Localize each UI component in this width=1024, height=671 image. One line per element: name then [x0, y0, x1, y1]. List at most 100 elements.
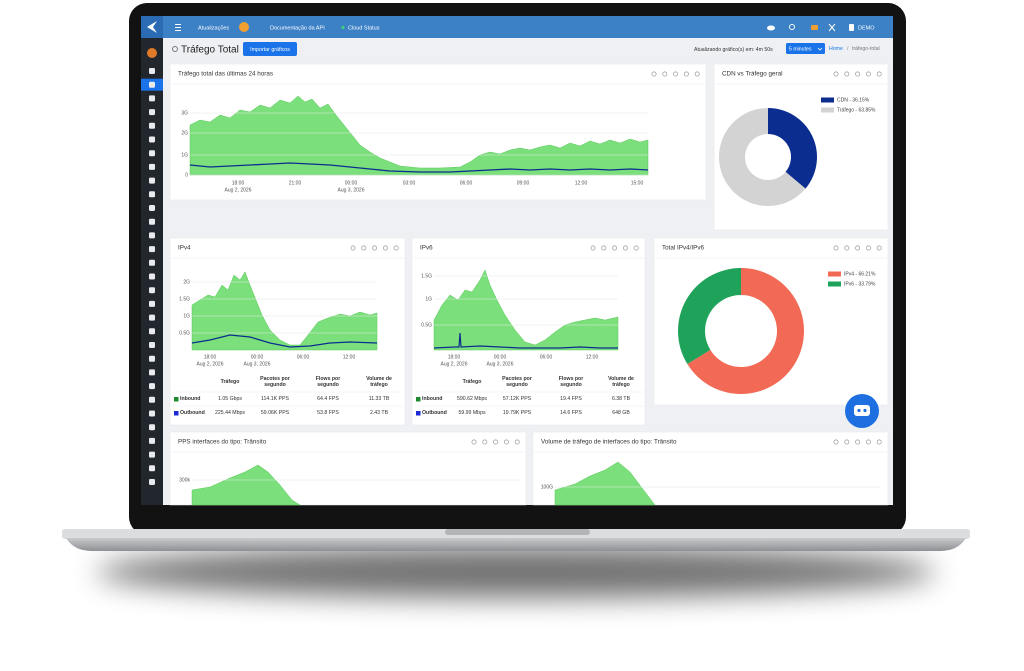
card-tool-icon[interactable]: [361, 245, 367, 251]
sidebar-icon[interactable]: [149, 259, 155, 266]
sidebar-icon[interactable]: [149, 81, 155, 88]
card-tool-icon[interactable]: [833, 71, 839, 77]
topbar-link[interactable]: Atualizações: [198, 25, 229, 31]
card-tool-icon[interactable]: [651, 71, 657, 77]
sidebar-icon[interactable]: [149, 163, 155, 170]
sidebar-icon[interactable]: [149, 328, 155, 335]
sidebar-icon[interactable]: [149, 136, 155, 143]
legend-label[interactable]: CDN - 36.15%: [837, 97, 870, 103]
card-tool-icon[interactable]: [876, 439, 882, 445]
y-tick-label: 3G: [181, 110, 188, 116]
legend-label[interactable]: IPv4 - 66.21%: [844, 271, 876, 277]
shadow: [96, 546, 936, 598]
card-tool-icon[interactable]: [865, 439, 871, 445]
sidebar-icon[interactable]: [149, 246, 155, 253]
y-tick-label: 2G: [181, 130, 188, 136]
card-title: IPv4: [178, 245, 191, 252]
card-tool-icon[interactable]: [833, 245, 839, 251]
sidebar-icon[interactable]: [149, 218, 155, 225]
donut-segment[interactable]: [719, 108, 806, 207]
chatbot-eye: [863, 408, 867, 413]
card-tool-icon[interactable]: [590, 245, 596, 251]
card-tool-icon[interactable]: [514, 439, 520, 445]
update-badge[interactable]: [239, 22, 249, 32]
sidebar-icon[interactable]: [149, 232, 155, 239]
card-tool-icon[interactable]: [876, 245, 882, 251]
card-tool-icon[interactable]: [393, 245, 399, 251]
card-tool-icon[interactable]: [855, 439, 861, 445]
card-tool-icon[interactable]: [382, 245, 388, 251]
sidebar-icon[interactable]: [149, 451, 155, 458]
sidebar-icon[interactable]: [149, 287, 155, 294]
topbar-icons[interactable]: [767, 23, 854, 32]
legend-label[interactable]: Tráfego - 63.85%: [837, 107, 876, 113]
sidebar-icon[interactable]: [149, 109, 155, 116]
donut-segment[interactable]: [678, 268, 741, 365]
sidebar-icon[interactable]: [149, 396, 155, 403]
sidebar-icon[interactable]: [149, 465, 155, 472]
card-tool-icon[interactable]: [471, 439, 477, 445]
card-tool-icon[interactable]: [876, 71, 882, 77]
sidebar-icon[interactable]: [149, 369, 155, 376]
topbar-link[interactable]: Documentação da API: [270, 25, 325, 31]
sidebar-icon[interactable]: [149, 314, 155, 321]
card-tool-icon[interactable]: [833, 439, 839, 445]
card-tool-icon[interactable]: [493, 439, 499, 445]
sidebar-icon[interactable]: [149, 355, 155, 362]
interval-select[interactable]: [786, 43, 825, 54]
sidebar-icon[interactable]: [149, 68, 155, 74]
card-tool-icon[interactable]: [482, 439, 488, 445]
card-tool-icon[interactable]: [503, 439, 509, 445]
sidebar-icon[interactable]: [149, 122, 155, 129]
x-tick-date: Aug 2, 2026: [441, 361, 468, 367]
sidebar-icon[interactable]: [149, 150, 155, 157]
legend-label[interactable]: IPv6 - 33.79%: [844, 281, 876, 287]
card-tool-icon[interactable]: [865, 71, 871, 77]
table-cell: 53.8 FPS: [317, 410, 339, 416]
sidebar-icon[interactable]: [149, 95, 155, 102]
card-tool-icon[interactable]: [662, 71, 668, 77]
card-tool-icon[interactable]: [844, 71, 850, 77]
sidebar-icon[interactable]: [149, 424, 155, 431]
breadcrumb-home[interactable]: Home: [829, 46, 843, 52]
y-tick-label: 1G: [425, 296, 432, 302]
sidebar-icon[interactable]: [149, 300, 155, 307]
sidebar: [141, 38, 163, 505]
table-cell: 2.43 TB: [369, 410, 389, 416]
sidebar-icon[interactable]: [149, 205, 155, 211]
card-tool-icon[interactable]: [865, 245, 871, 251]
sidebar-icon[interactable]: [149, 383, 155, 390]
laptop-notch: [445, 529, 590, 535]
sidebar-icon[interactable]: [149, 479, 155, 485]
card-tool-icon[interactable]: [612, 245, 618, 251]
sidebar-icon[interactable]: [149, 410, 155, 417]
card-tool-icon[interactable]: [350, 245, 356, 251]
card-tool-icon[interactable]: [622, 245, 628, 251]
sidebar-icon[interactable]: [149, 191, 155, 198]
row-label: Inbound: [422, 396, 443, 402]
x-tick-label: 18:00: [204, 354, 217, 360]
donut-segment[interactable]: [768, 108, 818, 189]
card-tool-icon[interactable]: [601, 245, 607, 251]
sidebar-icon[interactable]: [149, 177, 155, 184]
card-tool-icon[interactable]: [694, 71, 700, 77]
sidebar-icon[interactable]: [149, 342, 155, 348]
card-tool-icon[interactable]: [633, 245, 639, 251]
card-tool-icon[interactable]: [673, 71, 679, 77]
card-tool-icon[interactable]: [683, 71, 689, 77]
user-menu[interactable]: DEMO: [858, 25, 875, 31]
interval-select-label[interactable]: 5 minutes: [789, 46, 812, 52]
topbar-link[interactable]: Cloud Status: [348, 25, 380, 31]
card-tool-icon[interactable]: [372, 245, 378, 251]
card-tool-icon[interactable]: [855, 71, 861, 77]
menu-icon[interactable]: [175, 24, 181, 31]
import-button-label[interactable]: Importar gráficos: [250, 47, 290, 53]
card-tool-icon[interactable]: [855, 245, 861, 251]
sidebar-icon[interactable]: [149, 273, 155, 280]
sidebar-icon[interactable]: [149, 437, 155, 444]
card-tool-icon[interactable]: [844, 245, 850, 251]
import-button[interactable]: [243, 42, 297, 56]
card-tool-icon[interactable]: [844, 439, 850, 445]
donut-segment[interactable]: [687, 268, 805, 395]
